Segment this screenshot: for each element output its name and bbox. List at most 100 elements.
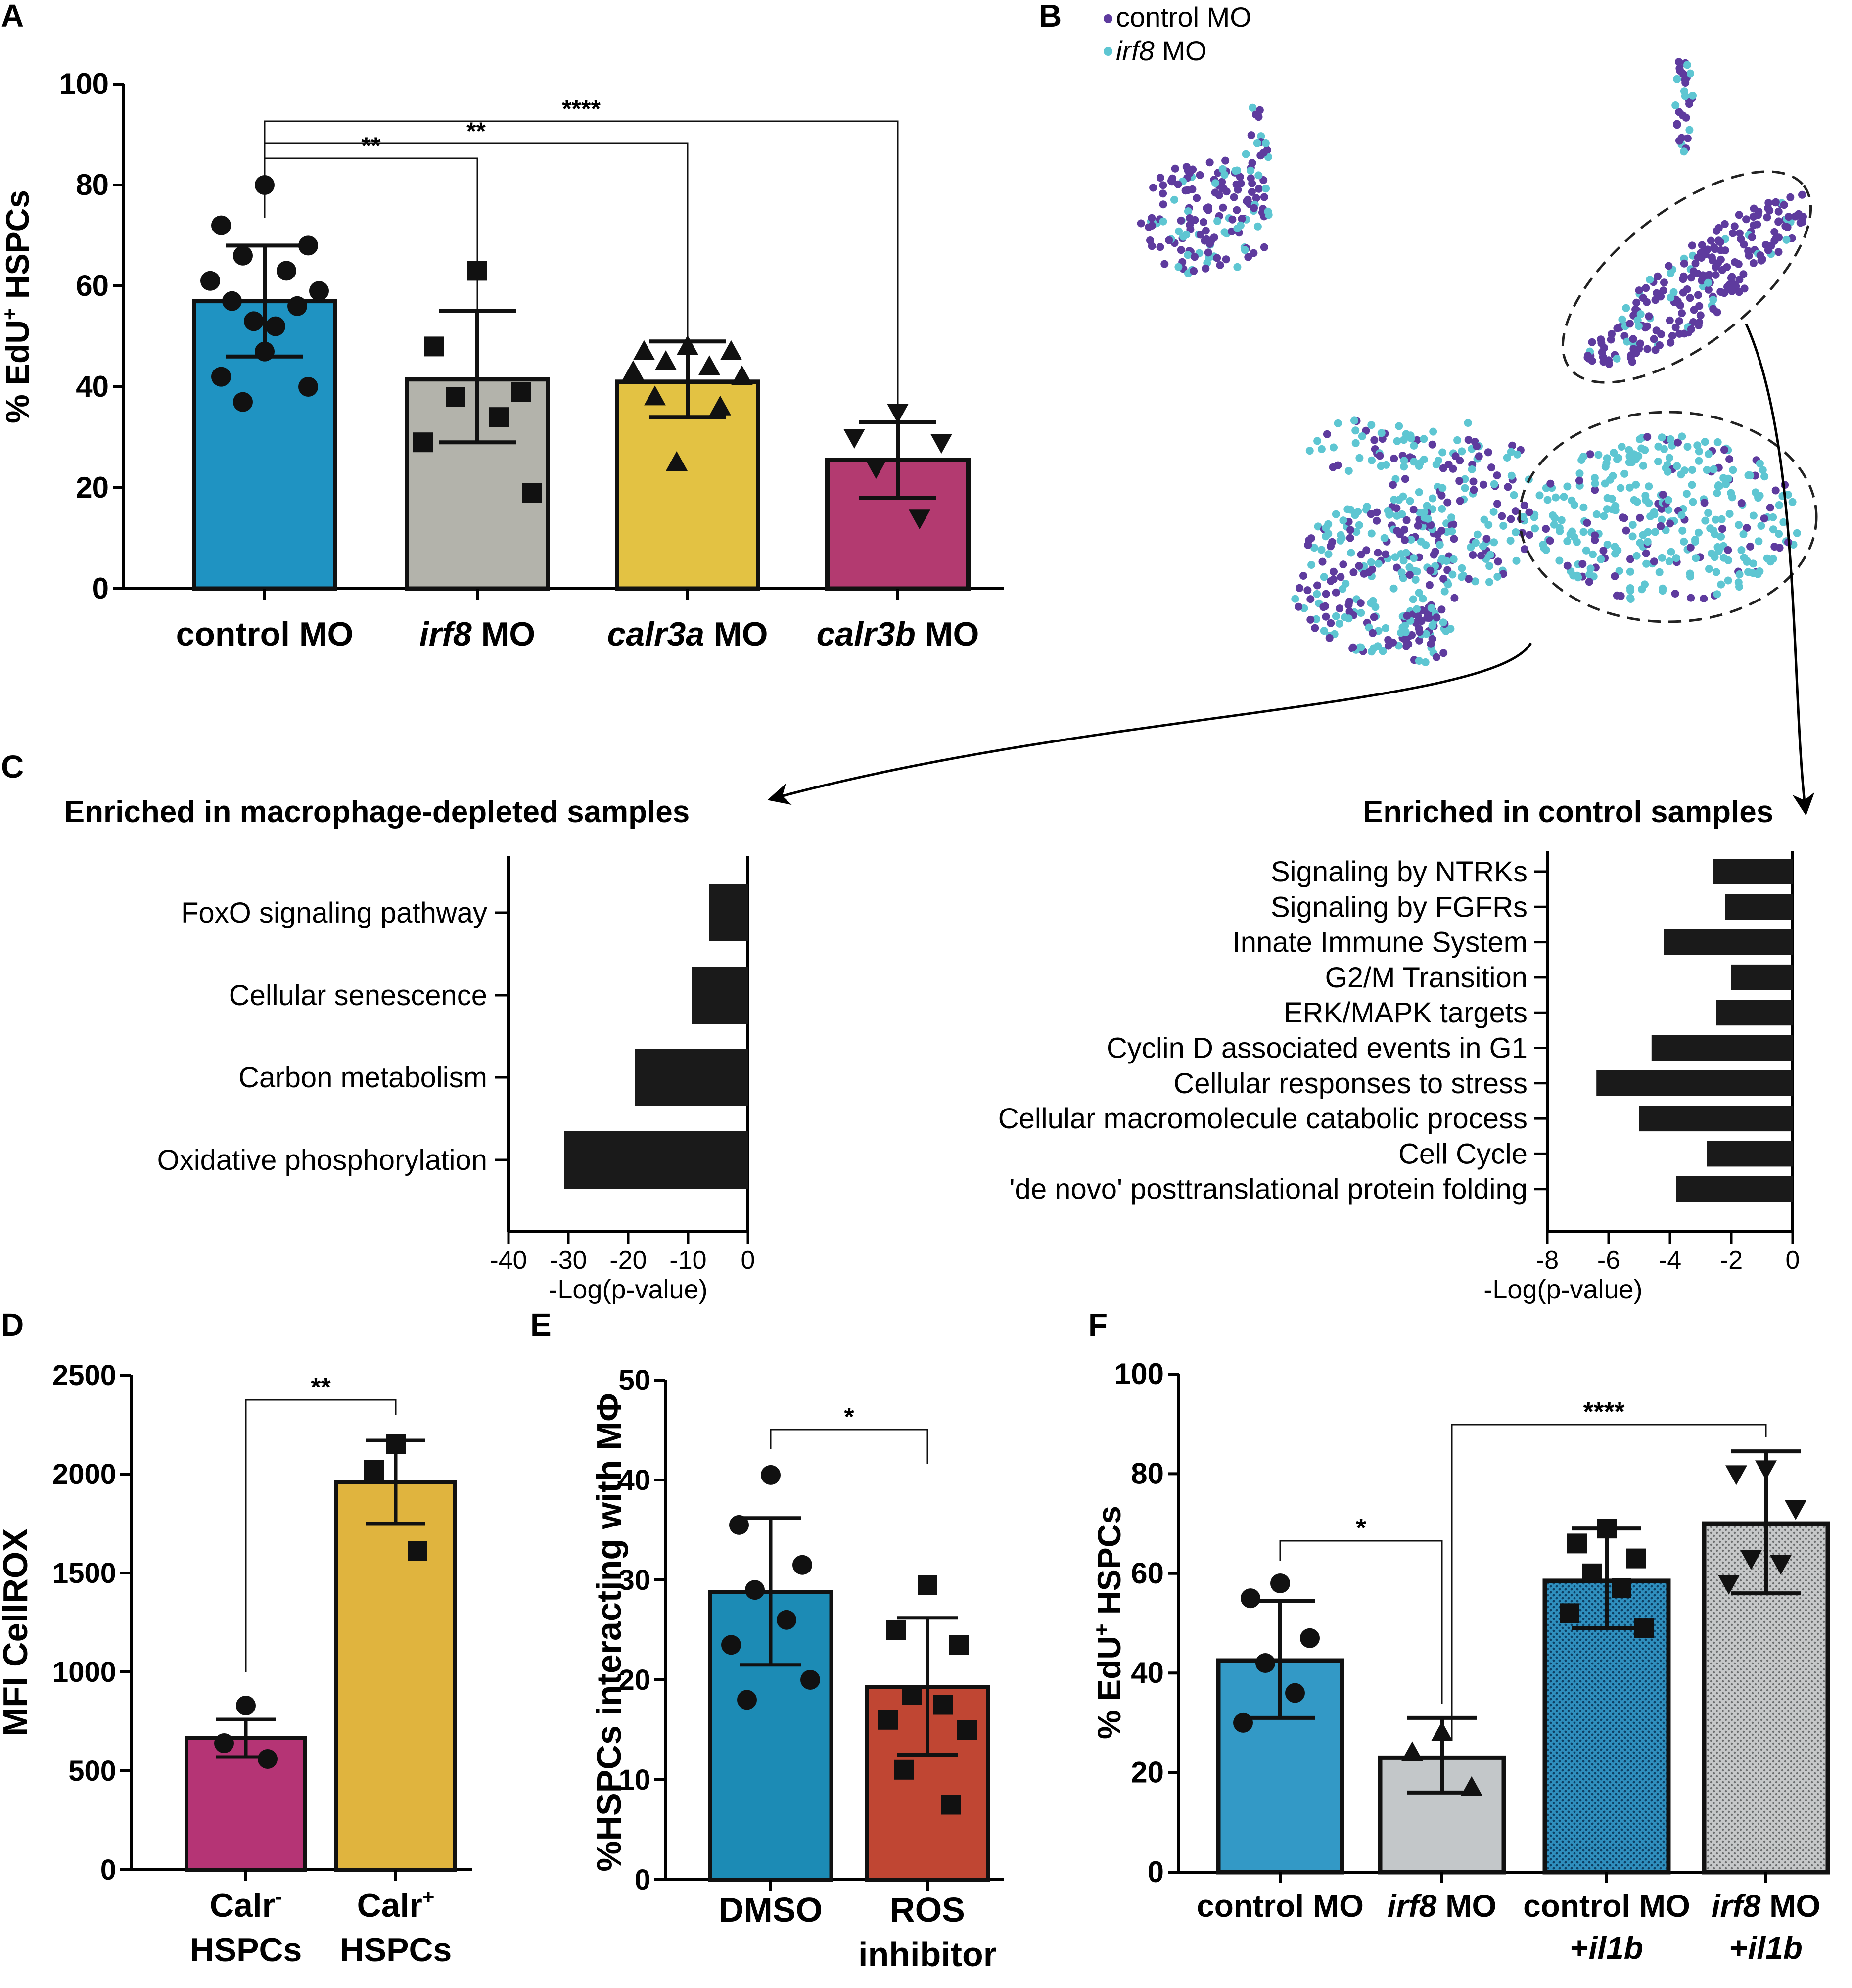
umap-point (1636, 513, 1644, 522)
umap-point (1257, 132, 1265, 140)
umap-point (1248, 188, 1256, 196)
umap-point (1233, 166, 1241, 175)
umap-point (1645, 499, 1653, 508)
cluster-outline-control (1561, 170, 1812, 384)
umap-point (1739, 530, 1748, 538)
umap-point (1659, 584, 1667, 593)
umap-point (1757, 522, 1765, 530)
significance-label: **** (562, 95, 601, 123)
umap-point (1512, 528, 1520, 536)
arrow-to-macrophage-depleted (767, 642, 1532, 805)
umap-point (1727, 274, 1735, 282)
enrichment-bar (1639, 1106, 1793, 1132)
umap-point (1306, 595, 1315, 603)
umap-point (1654, 442, 1663, 451)
umap-point (1627, 351, 1635, 359)
umap-point (1401, 475, 1409, 483)
panel-letter-a: A (1, 0, 24, 34)
umap-point (1707, 236, 1715, 245)
x-category-label-line2: +il1b (1729, 1930, 1803, 1966)
umap-point (1722, 480, 1730, 488)
umap-point (1690, 306, 1698, 314)
umap-point (1479, 542, 1487, 551)
umap-point (1357, 551, 1365, 559)
umap-point (1589, 550, 1597, 558)
umap-point (1642, 284, 1650, 292)
umap-point (1174, 180, 1182, 188)
umap-point (1592, 510, 1601, 518)
umap-point (1632, 552, 1641, 560)
x-tick-label: -30 (550, 1246, 587, 1275)
umap-point (1394, 642, 1403, 650)
x-tick-label: -10 (669, 1246, 706, 1275)
panel-letter-f: F (1088, 1307, 1108, 1342)
umap-point (1347, 549, 1355, 557)
umap-point (1650, 335, 1658, 343)
umap-point (1788, 498, 1797, 506)
umap-point (1555, 556, 1564, 565)
umap-point (1507, 515, 1515, 523)
umap-point (1694, 291, 1702, 299)
umap-point (1177, 246, 1185, 254)
umap-point (1668, 441, 1676, 450)
data-point (777, 1610, 796, 1630)
umap-point (1579, 453, 1588, 461)
umap-point (1629, 335, 1637, 343)
umap-point (1413, 605, 1421, 613)
panel-c-right-title: Enriched in control samples (1363, 795, 1773, 829)
umap-point (1609, 472, 1617, 480)
umap-point (1730, 222, 1739, 231)
data-point (909, 509, 930, 530)
x-category-label: irf8 MO (1388, 1888, 1496, 1924)
bar (185, 1736, 307, 1872)
umap-point (1598, 348, 1606, 357)
umap-point (1443, 498, 1452, 507)
umap-point (1344, 467, 1353, 475)
umap-point (1471, 577, 1480, 586)
umap-point (1675, 329, 1684, 338)
umap-point (1367, 558, 1375, 566)
y-tick-label: 1000 (52, 1656, 116, 1688)
umap-point (1512, 556, 1521, 565)
umap-point (1779, 518, 1788, 526)
umap-point (1591, 486, 1599, 494)
umap-point (1428, 635, 1436, 643)
data-point (949, 1635, 969, 1655)
umap-point (1415, 636, 1424, 645)
data-point (489, 407, 509, 427)
umap-point (1307, 561, 1316, 569)
umap-point (1327, 577, 1335, 585)
umap-point (1530, 513, 1538, 521)
umap-point (1775, 530, 1783, 538)
umap-points (1137, 58, 1807, 666)
umap-point (1196, 171, 1204, 179)
umap-point (1735, 288, 1743, 296)
data-point (887, 404, 909, 423)
umap-point (1735, 229, 1744, 237)
umap-point (1493, 573, 1502, 581)
umap-point (1543, 496, 1552, 504)
umap-point (1328, 538, 1337, 546)
umap-point (1334, 461, 1342, 469)
umap-point (1759, 466, 1767, 474)
umap-point (1470, 486, 1478, 494)
umap-point (1255, 185, 1263, 193)
data-point (698, 355, 720, 375)
umap-point (1370, 613, 1378, 621)
umap-point (1400, 536, 1409, 544)
pathway-label: Carbon metabolism (238, 1062, 487, 1094)
umap-point (1632, 480, 1640, 489)
data-point (200, 271, 220, 291)
panel-a-bar-chart: % EdU+ HSPCs 020406080100********control… (0, 67, 1004, 653)
data-point (655, 350, 677, 370)
umap-point (1795, 211, 1803, 220)
umap-point (1635, 286, 1643, 295)
data-point (930, 434, 952, 454)
umap-point (1168, 178, 1176, 186)
data-point (1241, 1588, 1260, 1609)
umap-point (1296, 584, 1304, 592)
bar (1216, 1658, 1344, 1875)
x-category-label-line2: +il1b (1570, 1930, 1643, 1966)
pathway-label: 'de novo' posttranslational protein fold… (1009, 1173, 1528, 1205)
umap-point (1204, 206, 1212, 214)
